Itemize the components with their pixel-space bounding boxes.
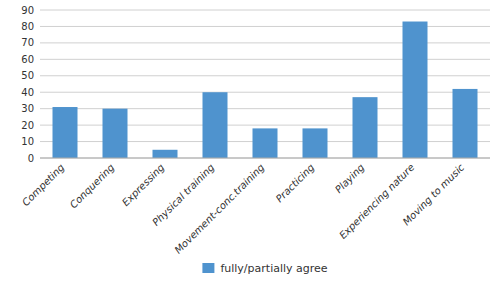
bar	[53, 107, 78, 158]
y-tick-label: 60	[21, 54, 34, 65]
bar	[303, 128, 328, 158]
x-tick-label: Practicing	[274, 162, 317, 205]
x-tick-label: Competing	[20, 162, 66, 208]
bar	[203, 92, 228, 158]
y-tick-label: 80	[21, 21, 34, 32]
x-tick-label: Expressing	[120, 162, 166, 208]
bars	[53, 22, 478, 158]
y-tick-label: 50	[21, 70, 34, 81]
chart-container: 0102030405060708090CompetingConqueringEx…	[0, 0, 500, 286]
bar	[253, 128, 278, 158]
x-tick-label: Playing	[333, 162, 366, 195]
legend-swatch	[202, 263, 214, 273]
grid	[40, 10, 490, 158]
legend-label: fully/partially agree	[220, 262, 327, 275]
x-tick-label: Movement-conc.training	[172, 162, 266, 256]
bar	[103, 109, 128, 158]
x-axis-line	[40, 158, 490, 159]
x-tick-label: Experiencing nature	[337, 162, 416, 241]
bar	[353, 97, 378, 158]
y-tick-label: 20	[21, 120, 34, 131]
grid-line	[40, 10, 490, 11]
bar	[153, 150, 178, 158]
y-tick-label: 70	[21, 37, 34, 48]
bar	[403, 22, 428, 158]
legend: fully/partially agree	[202, 262, 327, 275]
x-tick-label: Conquering	[68, 162, 117, 211]
y-tick-label: 90	[21, 5, 34, 16]
y-tick-label: 30	[21, 103, 34, 114]
chart: 0102030405060708090CompetingConqueringEx…	[0, 0, 500, 286]
y-tick-label: 0	[28, 153, 34, 164]
y-tick-label: 10	[21, 136, 34, 147]
x-tick-label: Moving to music	[401, 161, 467, 227]
bar	[453, 89, 478, 158]
grid-line	[40, 158, 490, 159]
y-tick-label: 40	[21, 87, 34, 98]
